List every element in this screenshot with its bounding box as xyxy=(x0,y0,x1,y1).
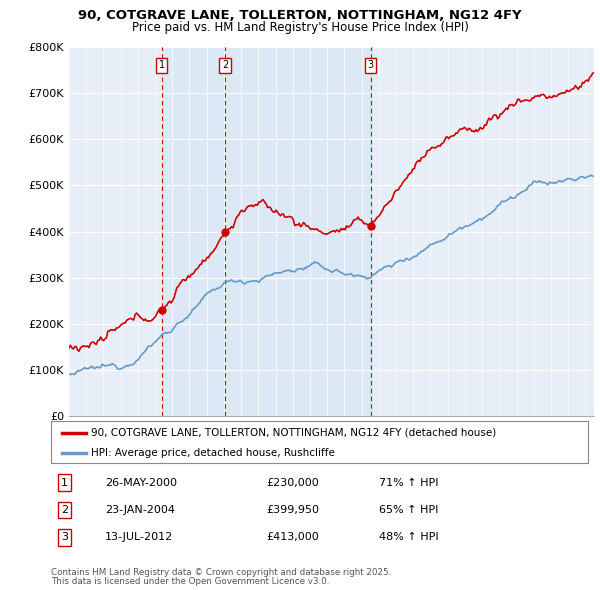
Text: Price paid vs. HM Land Registry's House Price Index (HPI): Price paid vs. HM Land Registry's House … xyxy=(131,21,469,34)
Text: 2: 2 xyxy=(222,60,228,70)
Text: £230,000: £230,000 xyxy=(266,477,319,487)
Text: 3: 3 xyxy=(368,60,374,70)
Text: 23-JAN-2004: 23-JAN-2004 xyxy=(105,505,175,515)
Text: 3: 3 xyxy=(61,532,68,542)
Text: 71% ↑ HPI: 71% ↑ HPI xyxy=(379,477,438,487)
Bar xyxy=(161,47,371,416)
Text: This data is licensed under the Open Government Licence v3.0.: This data is licensed under the Open Gov… xyxy=(51,577,329,586)
Text: 65% ↑ HPI: 65% ↑ HPI xyxy=(379,505,438,515)
Text: £413,000: £413,000 xyxy=(266,532,319,542)
Text: 26-MAY-2000: 26-MAY-2000 xyxy=(105,477,177,487)
Text: Contains HM Land Registry data © Crown copyright and database right 2025.: Contains HM Land Registry data © Crown c… xyxy=(51,568,391,576)
Text: HPI: Average price, detached house, Rushcliffe: HPI: Average price, detached house, Rush… xyxy=(91,448,335,457)
Text: 90, COTGRAVE LANE, TOLLERTON, NOTTINGHAM, NG12 4FY (detached house): 90, COTGRAVE LANE, TOLLERTON, NOTTINGHAM… xyxy=(91,428,497,438)
Text: 48% ↑ HPI: 48% ↑ HPI xyxy=(379,532,438,542)
Text: 90, COTGRAVE LANE, TOLLERTON, NOTTINGHAM, NG12 4FY: 90, COTGRAVE LANE, TOLLERTON, NOTTINGHAM… xyxy=(78,9,522,22)
Text: 1: 1 xyxy=(61,477,68,487)
Text: 2: 2 xyxy=(61,505,68,515)
Text: 1: 1 xyxy=(158,60,164,70)
Text: 13-JUL-2012: 13-JUL-2012 xyxy=(105,532,173,542)
Text: £399,950: £399,950 xyxy=(266,505,319,515)
